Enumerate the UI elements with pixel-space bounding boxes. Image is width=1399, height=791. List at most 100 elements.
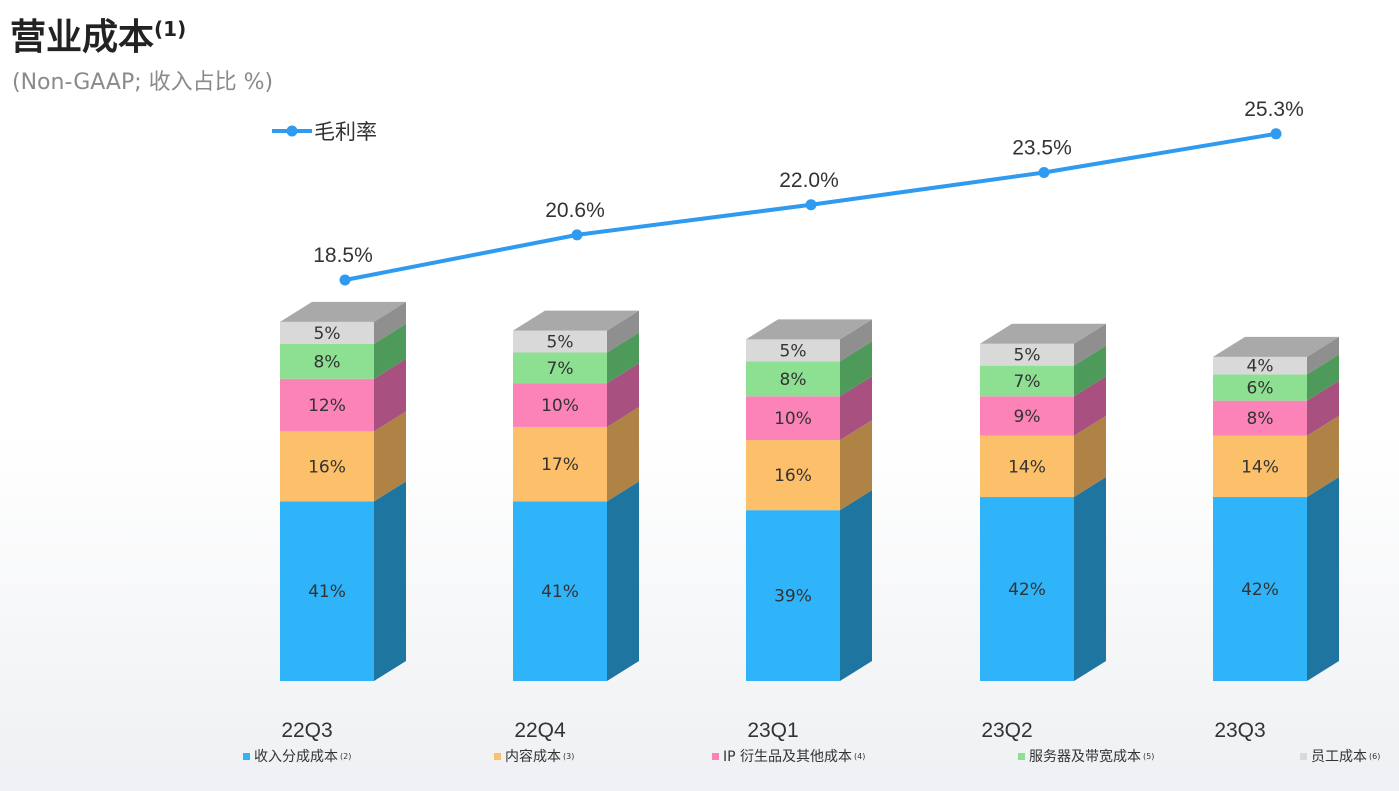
bar-value-label: 12%: [308, 396, 346, 416]
bar-segment-side: [1307, 380, 1339, 436]
bar-segment-side: [840, 490, 872, 681]
bar-value-label: 4%: [1247, 357, 1274, 377]
bar-segment: [280, 501, 374, 681]
bar-value-label: 8%: [1247, 409, 1274, 429]
bar-value-label: 7%: [1014, 372, 1041, 392]
bar-segment: [280, 378, 374, 432]
bar-segment: [746, 510, 840, 681]
bar-segment: [1213, 374, 1307, 401]
line-value-label: 18.5%: [313, 244, 373, 267]
legend-footnote: (2): [340, 751, 352, 761]
line-value-label: 20.6%: [545, 199, 605, 222]
bar-value-label: 8%: [314, 352, 341, 372]
bar-value-label: 9%: [1014, 407, 1041, 427]
x-tick-label: 23Q2: [981, 719, 1032, 742]
bar-value-label: 14%: [1008, 457, 1046, 477]
bar-segment-side: [1307, 354, 1339, 401]
legend-footnote: (3): [563, 751, 575, 761]
bar-value-label: 5%: [314, 324, 341, 344]
bar-segment: [746, 339, 840, 362]
page-title: 营业成本(1): [10, 17, 187, 58]
legend-swatch: [1018, 752, 1025, 760]
legend-footnote: (6): [1369, 751, 1381, 761]
line-value-label: 23.5%: [1012, 137, 1072, 160]
bar-segment-side: [840, 376, 872, 441]
x-tick-label: 23Q3: [1214, 719, 1265, 742]
title-footnote: (1): [154, 17, 187, 41]
bar-segment-side: [607, 406, 639, 502]
line-value-label: 22.0%: [779, 169, 839, 192]
bar-segment-side: [607, 310, 639, 353]
bar-segment-side: [1074, 415, 1106, 498]
legend-item: 内容成本 (3): [494, 744, 574, 768]
bar-segment: [980, 365, 1074, 397]
line-point: [1038, 167, 1050, 178]
line-value-label: 25.3%: [1244, 98, 1304, 121]
bar-segment: [280, 343, 374, 379]
legend-swatch: [1300, 752, 1307, 760]
bar-segment: [280, 321, 374, 344]
page-subtitle: (Non-GAAP; 收入占比 %): [12, 70, 274, 95]
bar-segment: [1213, 400, 1307, 436]
bar-value-label: 16%: [308, 457, 346, 477]
bar-segment: [513, 426, 607, 502]
legend-label: 收入分成成本: [254, 749, 338, 765]
legend-label: IP 衍生品及其他成本: [723, 749, 853, 765]
bar-value-label: 41%: [541, 582, 579, 602]
bar-value-label: 10%: [774, 409, 812, 429]
legend-item: 服务器及带宽成本 (5): [1018, 744, 1154, 768]
bar-segment: [980, 396, 1074, 436]
bar-top-face: [280, 301, 406, 322]
bar-value-label: 42%: [1008, 580, 1046, 600]
bar-segment-side: [1307, 415, 1339, 498]
legend-label: 员工成本: [1311, 749, 1367, 765]
bar-segment: [1213, 356, 1307, 375]
bar-value-label: 14%: [1241, 457, 1279, 477]
bar-segment-side: [374, 481, 406, 681]
bar-segment-side: [607, 363, 639, 427]
bar-segment-side: [1307, 336, 1339, 375]
bar-segment: [980, 343, 1074, 366]
bar-segment: [746, 361, 840, 397]
legend-item: 收入分成成本 (2): [243, 744, 351, 768]
legend-footnote: (4): [854, 751, 866, 761]
bar-segment-side: [840, 319, 872, 362]
bar-segment: [513, 330, 607, 353]
line-point: [571, 229, 583, 241]
bar-value-label: 5%: [780, 341, 807, 361]
legend-swatch: [494, 752, 501, 760]
bar-segment-side: [1074, 345, 1106, 397]
bar-segment-side: [374, 323, 406, 379]
x-tick-label: 23Q1: [747, 719, 798, 742]
bar-segment-side: [607, 332, 639, 384]
bar-segment-side: [1074, 376, 1106, 436]
bar-segment: [746, 396, 840, 441]
bar-value-label: 16%: [774, 466, 812, 486]
bar-segment-side: [374, 411, 406, 502]
bar-top-face: [513, 310, 639, 331]
bar-segment: [1213, 497, 1307, 681]
bar-value-label: 42%: [1241, 580, 1279, 600]
bar-value-label: 5%: [547, 333, 574, 353]
bar-segment: [280, 431, 374, 502]
legend-swatch: [712, 752, 719, 760]
bar-segment: [513, 501, 607, 681]
line-legend-label: 毛利率: [314, 120, 377, 144]
line-legend-marker: [286, 125, 298, 137]
legend-label: 内容成本: [505, 749, 561, 765]
bar-segment-side: [1307, 477, 1339, 681]
bar-segment-side: [1074, 477, 1106, 681]
legend-swatch: [243, 752, 250, 760]
bar-value-label: 5%: [1014, 346, 1041, 366]
x-tick-label: 22Q4: [514, 719, 566, 742]
bar-segment: [980, 497, 1074, 681]
line-point: [805, 199, 817, 211]
legend-label: 服务器及带宽成本: [1029, 749, 1141, 765]
bar-segment: [513, 383, 607, 427]
bar-value-label: 8%: [780, 370, 807, 390]
bar-value-label: 6%: [1247, 379, 1274, 399]
bar-segment: [980, 435, 1074, 498]
bar-segment-side: [840, 341, 872, 397]
bar-top-face: [1213, 336, 1339, 357]
